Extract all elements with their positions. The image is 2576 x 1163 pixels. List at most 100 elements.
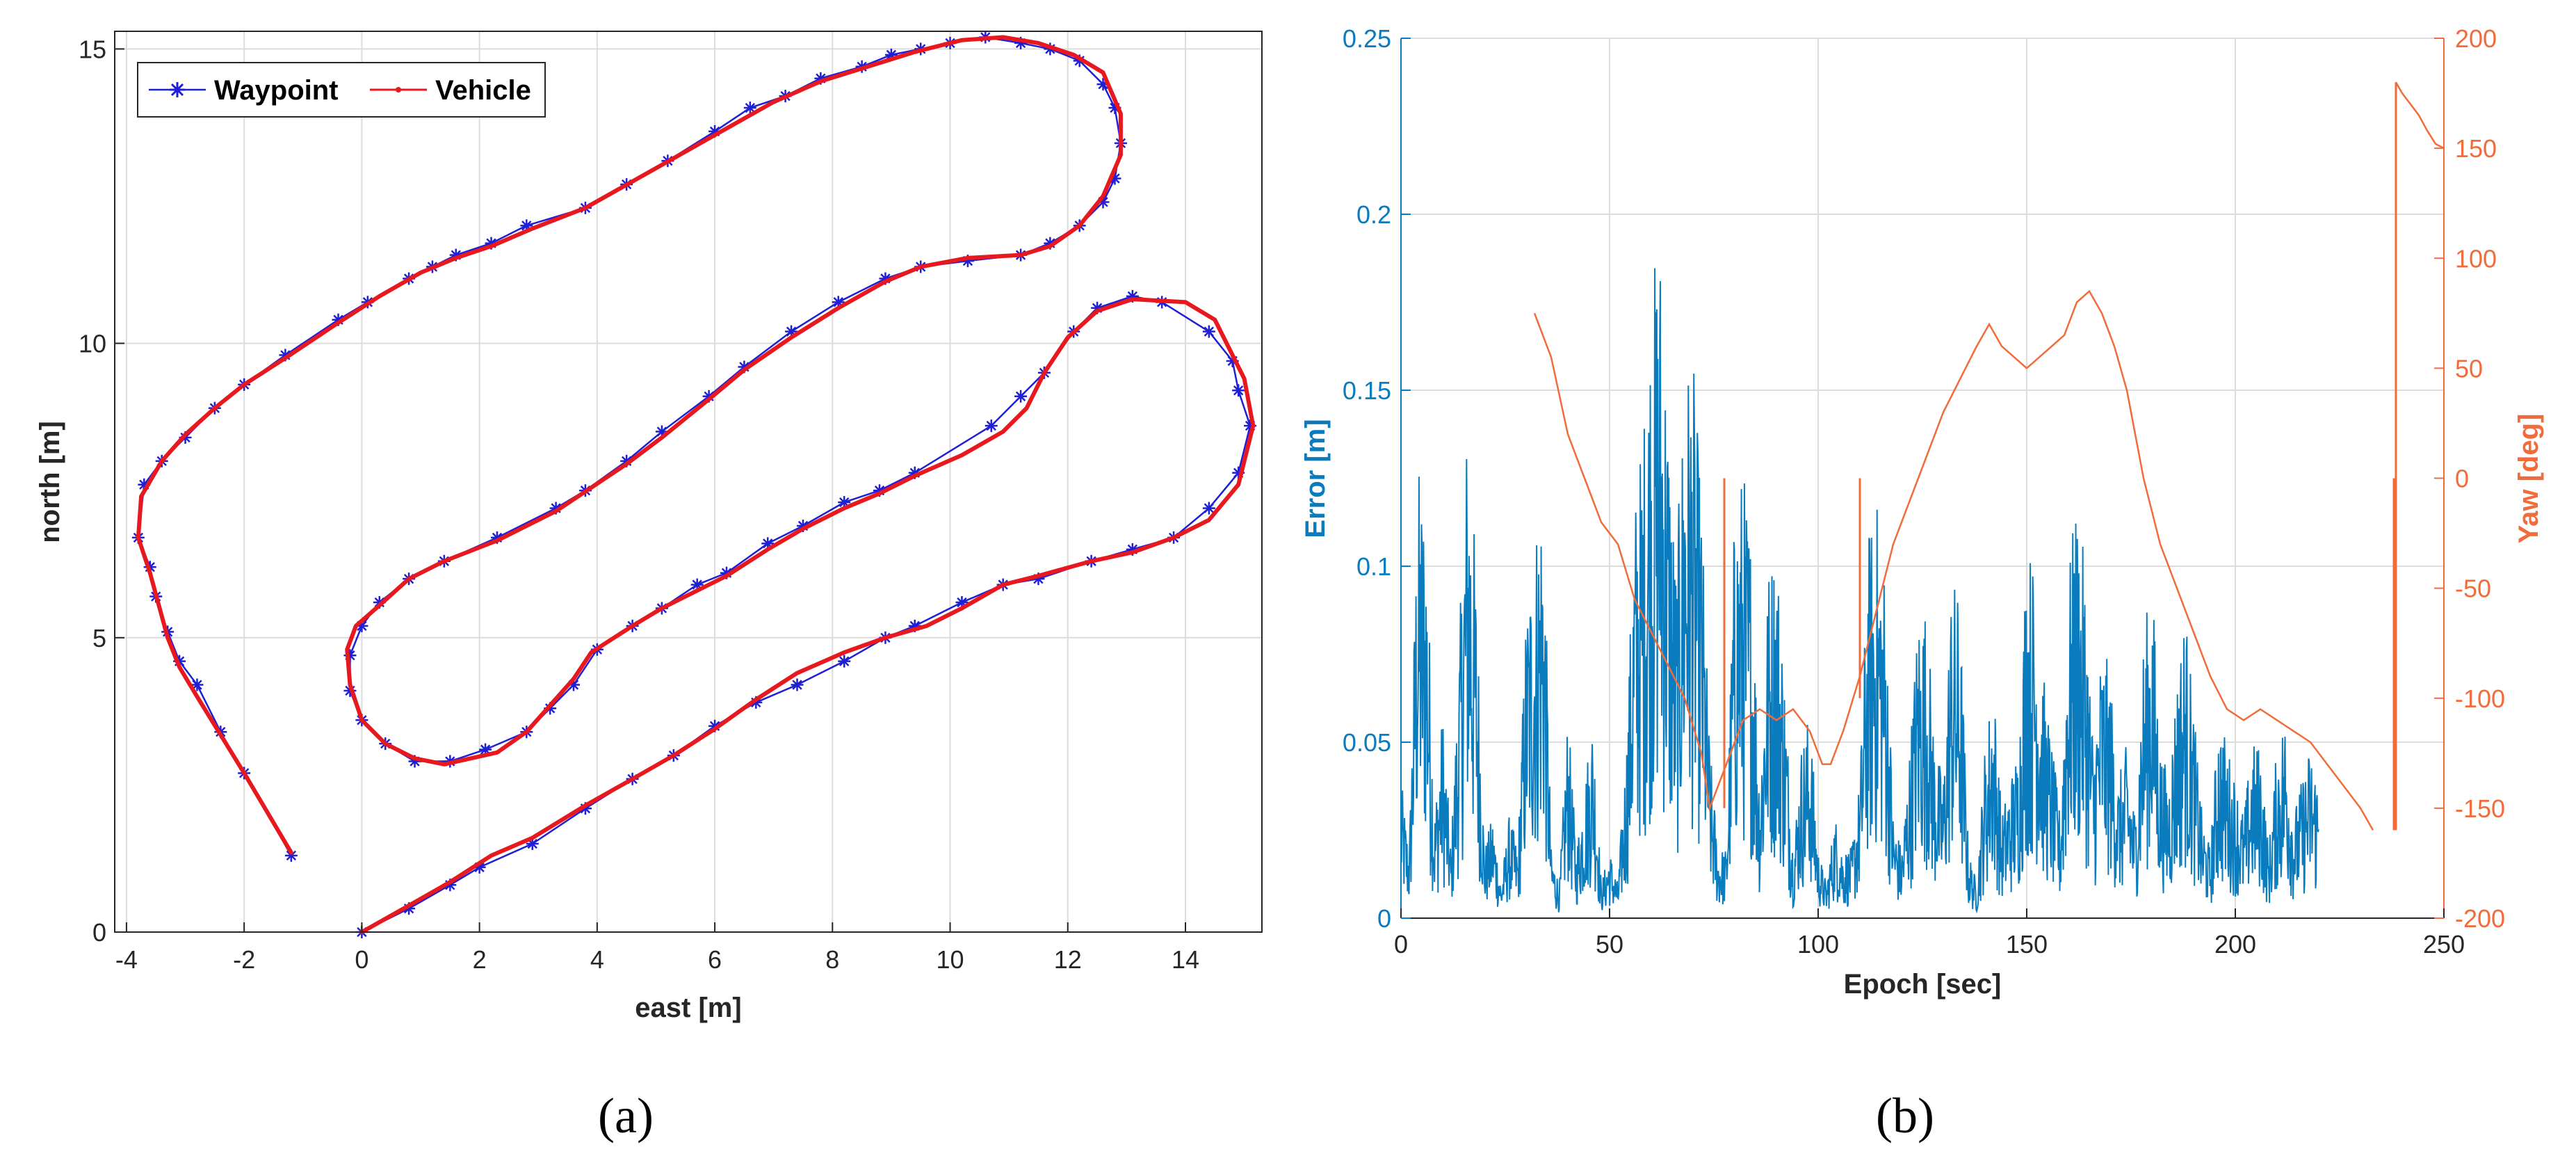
waypoint-marker (284, 849, 298, 862)
waypoint-marker (708, 125, 722, 138)
waypoint-marker (832, 296, 845, 309)
waypoint-marker (908, 466, 921, 479)
waypoint-marker (761, 537, 775, 550)
tick-label-x: 12 (1054, 945, 1082, 974)
waypoint-marker (485, 236, 498, 250)
waypoint-marker (191, 678, 204, 691)
tick-label-y: 15 (79, 35, 106, 63)
waypoint-marker (1232, 384, 1245, 397)
tick-label-y: 0.25 (1343, 24, 1391, 53)
tick-label-y: 10 (79, 330, 106, 358)
waypoint-marker (814, 72, 827, 85)
tick-label-x: -4 (115, 945, 138, 974)
tick-label-y2: -50 (2455, 575, 2491, 603)
waypoint-marker (743, 102, 756, 115)
waypoint-marker (449, 248, 462, 262)
waypoint-marker (1202, 502, 1215, 515)
panel-a-series (131, 31, 1257, 938)
waypoint-marker (332, 313, 345, 326)
panel-a-xlabel: east [m] (635, 993, 741, 1023)
waypoint-marker (797, 519, 809, 532)
waypoint-marker (738, 360, 751, 374)
waypoint-marker (1226, 354, 1239, 367)
waypoint-marker (138, 478, 151, 491)
waypoint-marker (403, 902, 416, 915)
waypoint-marker (279, 348, 292, 362)
tick-label-x: 250 (2423, 930, 2465, 959)
tick-label-x: 150 (2006, 930, 2048, 959)
waypoint-marker (526, 837, 539, 851)
waypoint-marker (473, 860, 486, 874)
panel-b-ticks: 0 50 100 150 200 250 0 0.05 0.1 0.15 0.2 0.25 -200 -1… (1343, 24, 2505, 959)
panel-b-series (1400, 81, 2445, 914)
waypoint-marker (955, 596, 969, 609)
waypoint-marker (1032, 572, 1045, 586)
tick-label-x: 2 (473, 945, 487, 974)
panel-b-ylabel: Error [m] (1300, 419, 1331, 538)
waypoint-marker (838, 655, 851, 668)
panel-a-label: (a) (598, 1088, 654, 1144)
legend-vehicle-label: Vehicle (435, 75, 531, 106)
waypoint-marker (1096, 78, 1110, 91)
waypoint-marker (1096, 195, 1110, 209)
waypoint-marker (791, 678, 804, 691)
tick-label-y: 5 (92, 624, 106, 652)
waypoint-marker (879, 272, 892, 285)
error-trace (1400, 268, 2319, 914)
waypoint-marker (708, 719, 722, 732)
panel-a-chart: -4 -2 0 2 4 6 8 10 12 14 0 5 10 15 east [m] north [m]… (35, 31, 1263, 1144)
waypoint-marker (908, 619, 921, 632)
tick-label-y2: 0 (2455, 465, 2469, 493)
waypoint-marker (1126, 289, 1139, 303)
tick-label-x: 10 (937, 945, 964, 974)
waypoint-marker (1244, 419, 1257, 433)
tick-label-x: 100 (1797, 930, 1839, 959)
waypoint-marker (620, 454, 633, 467)
waypoint-marker (444, 879, 457, 892)
waypoint-marker (961, 255, 974, 268)
waypoint-marker (373, 596, 386, 609)
waypoint-marker (1202, 325, 1215, 338)
waypoint-marker (750, 696, 763, 709)
waypoint-marker (1044, 236, 1057, 250)
tick-label-y: 0.1 (1356, 552, 1391, 581)
tick-label-x: 50 (1596, 930, 1623, 959)
tick-label-y2: -150 (2455, 794, 2505, 823)
waypoint-marker (1091, 301, 1104, 314)
tick-label-y: 0 (1377, 904, 1391, 933)
vehicle-line (136, 35, 1256, 934)
waypoint-marker (702, 390, 715, 403)
tick-label-y2: 100 (2455, 244, 2497, 273)
tick-label-y: 0 (92, 918, 106, 947)
waypoint-marker (355, 619, 368, 632)
waypoint-marker (838, 496, 851, 509)
panel-a-plot-frame (114, 31, 1263, 933)
waypoint-marker (690, 578, 704, 591)
tick-label-y2: -100 (2455, 684, 2505, 713)
tick-label-y2: 200 (2455, 24, 2497, 53)
tick-label-y2: 150 (2455, 134, 2497, 163)
waypoint-marker (479, 743, 492, 756)
legend-vehicle-marker (396, 87, 401, 93)
panel-b-chart: 0 50 100 150 200 250 0 0.05 0.1 0.15 0.2 0.25 -200 -1… (1300, 24, 2544, 1144)
legend-waypoint-marker (170, 82, 185, 97)
waypoint-marker (1108, 102, 1121, 115)
waypoint-marker (720, 566, 733, 579)
waypoint-marker (655, 425, 668, 438)
yaw-tail-trace (2395, 81, 2445, 150)
waypoint-marker (408, 755, 421, 768)
tick-label-x: 6 (708, 945, 722, 974)
waypoint-marker (1014, 36, 1028, 49)
legend-waypoint-label: Waypoint (214, 75, 339, 106)
waypoint-marker (1014, 390, 1028, 403)
panel-a-plot-background (115, 31, 1262, 932)
tick-label-x: 4 (590, 945, 604, 974)
tick-label-y: 0.05 (1343, 728, 1391, 757)
tick-label-x: 200 (2214, 930, 2256, 959)
waypoint-marker (1232, 466, 1245, 479)
panel-b-label: (b) (1876, 1088, 1934, 1144)
waypoint-marker (491, 531, 503, 544)
tick-label-x: 14 (1172, 945, 1199, 974)
panel-b-y2label: Yaw [deg] (2513, 414, 2544, 544)
